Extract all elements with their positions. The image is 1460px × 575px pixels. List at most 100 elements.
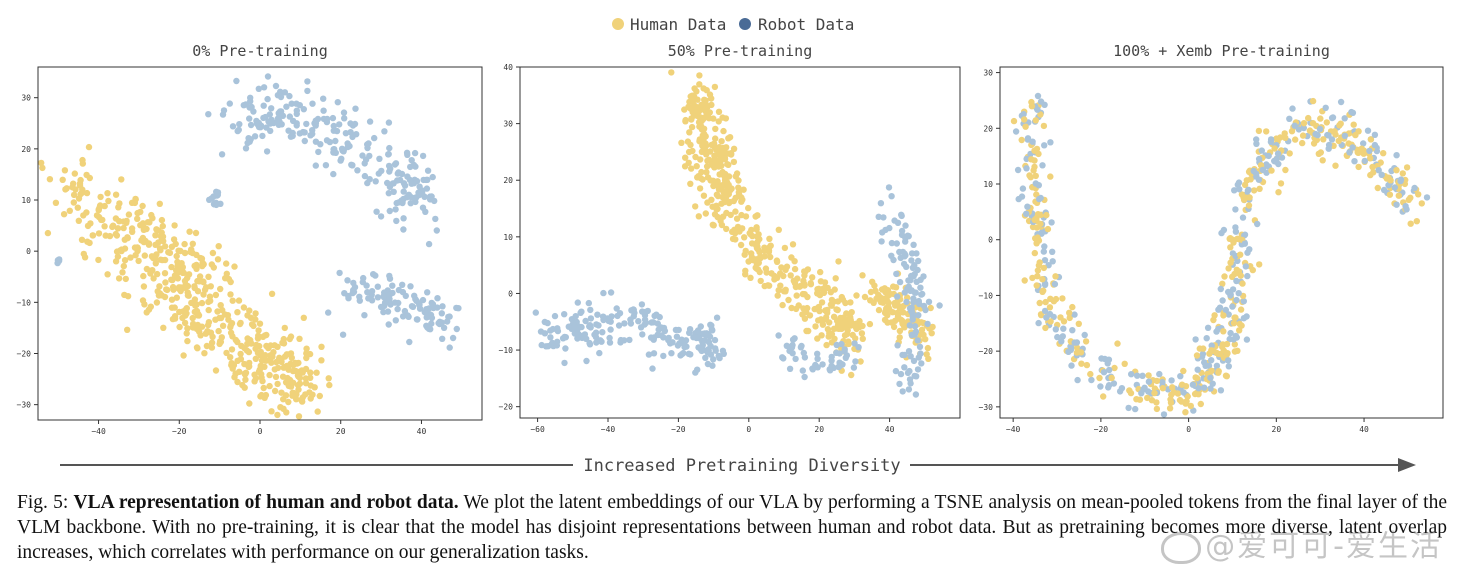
human-point	[208, 339, 216, 346]
human-point	[208, 344, 216, 351]
robot-point	[1054, 333, 1061, 341]
robot-point	[549, 325, 557, 333]
human-point	[295, 413, 303, 420]
robot-point	[429, 301, 437, 308]
robot-point	[850, 364, 858, 371]
human-point	[1153, 377, 1161, 385]
robot-point	[1225, 363, 1233, 370]
robot-point	[404, 173, 411, 180]
human-point	[80, 250, 88, 258]
human-point	[76, 180, 84, 187]
human-point	[189, 324, 197, 331]
human-point	[704, 199, 711, 206]
human-point	[1034, 273, 1041, 280]
robot-point	[1189, 381, 1197, 388]
robot-point	[304, 78, 311, 85]
human-point	[178, 266, 185, 273]
human-point	[95, 256, 102, 264]
robot-point	[914, 366, 922, 373]
human-point	[822, 314, 830, 321]
robot-point	[1275, 160, 1282, 168]
robot-point	[1068, 362, 1075, 369]
robot-point	[894, 342, 901, 349]
robot-point	[1047, 139, 1054, 146]
robot-point	[680, 349, 687, 357]
robot-point	[899, 388, 906, 395]
robot-point	[654, 331, 661, 338]
human-point	[253, 341, 260, 349]
robot-point	[650, 350, 658, 357]
y-tick-label: 0	[26, 247, 31, 256]
human-point	[817, 268, 824, 276]
robot-point	[364, 289, 371, 296]
human-point	[231, 263, 238, 270]
human-point	[1380, 150, 1387, 157]
human-point	[121, 245, 129, 252]
human-point	[205, 273, 212, 280]
human-point	[1159, 385, 1167, 392]
human-point	[1100, 393, 1107, 400]
human-point	[787, 272, 794, 279]
robot-point	[888, 193, 895, 200]
human-point	[175, 284, 183, 291]
human-point	[1387, 177, 1394, 184]
robot-point	[1325, 145, 1332, 152]
panel-title: 0% Pre-training	[192, 42, 327, 60]
human-point	[705, 156, 713, 163]
human-point	[1355, 128, 1362, 135]
human-point	[762, 265, 770, 272]
human-point	[1234, 269, 1242, 277]
robot-point	[711, 336, 719, 344]
robot-point	[905, 277, 912, 284]
human-point	[861, 293, 869, 301]
human-point	[890, 323, 898, 331]
robot-point	[902, 222, 909, 229]
robot-point	[419, 204, 427, 211]
robot-point	[660, 352, 667, 360]
robot-point	[851, 340, 858, 347]
robot-point	[1243, 336, 1251, 343]
human-point	[1268, 167, 1275, 174]
robot-point	[395, 286, 403, 294]
robot-point	[1037, 98, 1045, 105]
robot-point	[1106, 366, 1113, 374]
human-point	[1323, 119, 1331, 126]
human-point	[745, 258, 752, 265]
robot-point	[607, 289, 615, 296]
robot-point	[345, 295, 352, 302]
human-point	[206, 293, 214, 300]
human-point	[834, 298, 842, 305]
human-point	[696, 81, 703, 88]
robot-point	[1274, 150, 1282, 157]
robot-point	[1232, 206, 1239, 213]
human-point	[807, 280, 814, 287]
human-point	[271, 342, 278, 349]
robot-point	[826, 367, 834, 374]
robot-point	[1141, 384, 1148, 391]
legend-robot-label: Robot Data	[758, 15, 854, 34]
robot-point	[910, 241, 917, 248]
robot-point	[892, 367, 900, 375]
robot-point	[276, 113, 283, 120]
human-point	[1286, 150, 1293, 157]
robot-point	[361, 312, 368, 319]
robot-point	[392, 206, 399, 213]
robot-point	[1231, 187, 1238, 194]
robot-point	[264, 73, 272, 80]
human-point	[79, 156, 86, 164]
human-point	[170, 236, 178, 243]
human-point	[733, 170, 741, 177]
robot-point	[413, 177, 421, 185]
robot-point	[395, 299, 402, 307]
human-point	[318, 343, 325, 350]
robot-point	[898, 231, 906, 239]
human-point	[778, 264, 785, 271]
weibo-icon	[1161, 531, 1202, 564]
human-point	[271, 366, 278, 373]
robot-point	[1375, 167, 1382, 174]
human-point	[1367, 155, 1374, 162]
robot-point	[669, 339, 676, 346]
robot-point	[218, 151, 226, 158]
human-point	[1263, 128, 1270, 135]
human-point	[106, 232, 114, 240]
